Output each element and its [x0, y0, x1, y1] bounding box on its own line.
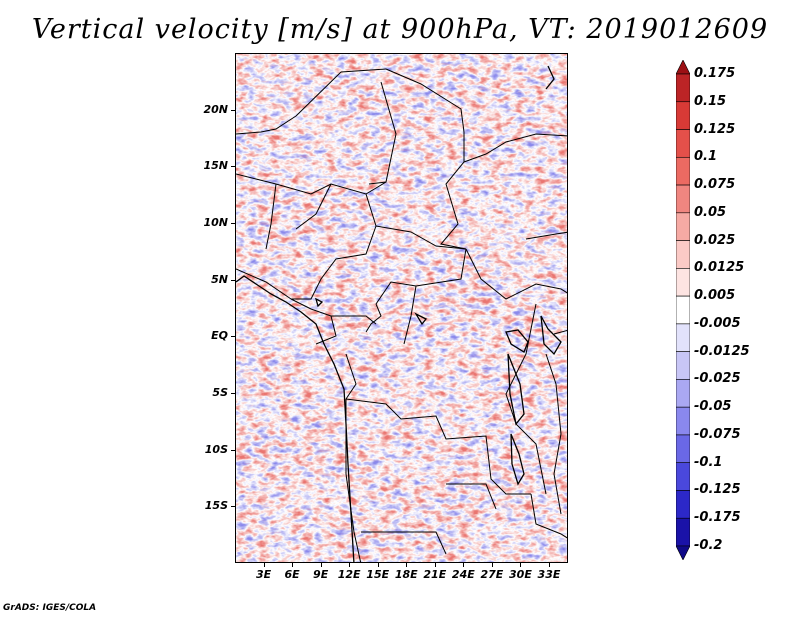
lat-tick-mark: [231, 109, 235, 111]
lat-tick-label: 20N: [203, 102, 228, 116]
lat-tick-label: 5N: [211, 272, 228, 286]
map-panel: [235, 53, 568, 563]
lat-tick-mark: [231, 393, 235, 394]
colorbar-level-label: -0.0125: [694, 343, 750, 359]
colorbar-segment: [676, 517, 690, 547]
colorbar-level-label: 0.1: [694, 149, 718, 165]
lat-tick-label: 10S: [204, 442, 228, 456]
colorbar-segment: [676, 240, 690, 269]
lon-tick-label: 27E: [480, 568, 504, 581]
colorbar-segment: [676, 268, 690, 297]
colorbar-level-label: 0.075: [694, 177, 736, 193]
colorbar-segment: [676, 184, 690, 214]
colorbar-segment: [676, 323, 690, 352]
colorbar-segment: [676, 462, 690, 491]
colorbar-level-label: -0.075: [694, 426, 741, 442]
lon-tick-label: 3E: [255, 568, 272, 581]
lon-tick-label: 9E: [313, 568, 329, 581]
colorbar-level-label: 0.05: [694, 204, 727, 220]
lon-tick-label: 24E: [451, 568, 475, 581]
lon-tick-label: 18E: [394, 568, 418, 581]
lat-tick-label: 5S: [212, 386, 228, 399]
colorbar-level-label: -0.1: [694, 454, 723, 470]
lat-tick-mark: [231, 449, 235, 451]
lon-tick-label: 30E: [509, 568, 532, 581]
colorbar-level-label: 0.025: [694, 232, 736, 248]
velocity-field-map: [236, 54, 567, 562]
colorbar-segment: [676, 101, 690, 130]
lon-tick-label: 15E: [366, 568, 390, 581]
colorbar-segment: [676, 156, 690, 186]
colorbar-level-label: -0.05: [694, 399, 732, 415]
colorbar-segment: [676, 434, 690, 464]
lon-tick-mark: [463, 563, 465, 567]
grads-credit: GrADS: IGES/COLA: [3, 603, 97, 613]
lon-tick-label: 21E: [423, 568, 447, 581]
colorbar-max-arrow: [676, 60, 690, 75]
colorbar-segment: [676, 406, 690, 436]
colorbar-min-arrow: [676, 545, 690, 560]
country-borders: [236, 68, 567, 562]
colorbar-level-label: -0.025: [694, 371, 741, 387]
colorbar-segment: [676, 379, 690, 408]
lon-tick-mark: [292, 563, 294, 567]
lon-tick-mark: [520, 563, 522, 567]
colorbar-level-label: 0.0125: [694, 260, 745, 276]
colorbar-level-label: 0.005: [694, 288, 736, 304]
lon-tick-mark: [406, 563, 408, 567]
lon-tick-mark: [491, 563, 493, 567]
colorbar-segment: [676, 490, 690, 519]
lon-tick-mark: [349, 563, 351, 567]
colorbar-level-label: -0.125: [694, 482, 741, 498]
lat-tick-label: 10N: [203, 216, 228, 229]
colorbar-segment: [676, 73, 690, 103]
page-title: Vertical velocity [m/s] at 900hPa, VT: 2…: [31, 14, 769, 45]
colorbar-segment: [676, 129, 690, 158]
colorbar-level-label: 0.175: [694, 66, 736, 81]
colorbar-level-label: -0.175: [694, 510, 741, 526]
colorbar: [676, 60, 690, 560]
lat-tick-mark: [231, 506, 235, 508]
lat-tick-mark: [231, 279, 235, 281]
colorbar-level-label: 0.15: [694, 93, 727, 109]
lat-tick-label: 15N: [203, 159, 228, 173]
lat-tick-mark: [231, 336, 235, 338]
lon-tick-mark: [377, 563, 379, 567]
colorbar-level-label: -0.005: [694, 315, 741, 331]
lon-tick-mark: [263, 563, 265, 567]
colorbar-segment: [676, 351, 690, 380]
lat-tick-mark: [231, 223, 235, 224]
lat-tick-label: 15S: [204, 499, 228, 513]
coastlines-lakes: [236, 65, 562, 562]
lon-tick-mark: [320, 563, 322, 567]
lon-tick-mark: [548, 563, 550, 567]
colorbar-level-label: -0.2: [694, 538, 723, 553]
lon-tick-label: 6E: [284, 568, 300, 581]
colorbar-level-label: 0.125: [694, 121, 736, 137]
lat-tick-label: EQ: [211, 329, 228, 343]
lat-tick-mark: [231, 166, 235, 168]
colorbar-segment: [676, 212, 690, 241]
lon-tick-label: 12E: [337, 568, 361, 581]
colorbar-segment: [676, 295, 690, 325]
lon-tick-mark: [434, 563, 436, 567]
lon-tick-label: 33E: [537, 568, 561, 581]
